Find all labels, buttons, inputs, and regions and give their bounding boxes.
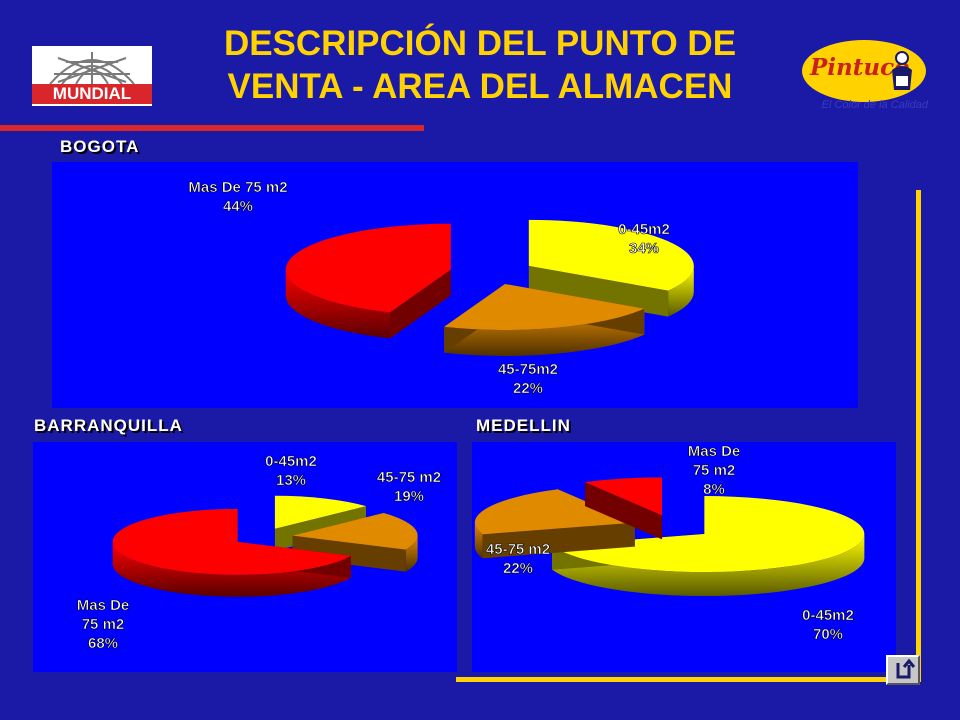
slice-label-line: 70%	[813, 626, 843, 643]
slice-label: 45-75m2 22%	[498, 361, 558, 397]
slice-label: Mas De 75 m2 44%	[188, 179, 287, 215]
pie-slice-top	[474, 489, 635, 535]
pie-slice-side	[405, 535, 418, 572]
slice-label: 45-75 m2 22%	[486, 541, 550, 577]
pie-slice-top	[274, 495, 367, 529]
pie-slice-side	[552, 534, 865, 597]
pie-slice	[584, 477, 663, 540]
slice-label-line: 45-75 m2	[377, 469, 441, 486]
bogota-label: BOGOTA	[60, 137, 140, 156]
slice-label-line: 68%	[88, 635, 118, 652]
page-title: DESCRIPCIÓN DEL PUNTO DE VENTA - AREA DE…	[160, 22, 800, 108]
slice-label-line: 0-45m2	[265, 453, 317, 470]
slice-label-line: 75 m2	[82, 616, 125, 633]
slice-label-line: 22%	[513, 380, 543, 397]
slice-label: 45-75 m2 19%	[377, 469, 441, 505]
slice-label-line: 45-75m2	[498, 361, 558, 378]
pie-slice-top	[444, 283, 645, 330]
bogota-pie-chart: 0-45m2 34% 45-75m2 22% Mas De 75 m2 44%	[188, 179, 694, 397]
slice-label: Mas De 75 m2 68%	[77, 597, 130, 652]
medellin-label: MEDELLIN	[476, 416, 571, 435]
pie-slice	[285, 223, 451, 339]
painter-mascot-icon	[892, 51, 912, 90]
title-line-1: DESCRIPCIÓN DEL PUNTO DE	[223, 24, 737, 63]
pie-slice	[444, 283, 645, 356]
red-divider-bar	[0, 125, 424, 131]
mundial-wordmark: MUNDIAL	[32, 84, 152, 104]
pie-slice-side	[668, 265, 694, 317]
pie-slice-side	[444, 308, 645, 356]
slice-label-line: 0-45m2	[802, 607, 854, 624]
pie-slice-side	[474, 522, 483, 559]
slice-label-line: 13%	[276, 472, 306, 489]
pie-slice-face	[482, 522, 635, 559]
slice-label: 0-45m2 34%	[618, 221, 670, 257]
title-line-2: VENTA - AREA DEL ALMACEN	[227, 67, 733, 106]
pintuco-logo: Pintuco El Color de la Calidad	[800, 40, 928, 112]
slice-label-line: 44%	[223, 198, 253, 215]
yellow-border-right	[916, 190, 921, 678]
pie-slice	[292, 513, 418, 572]
slice-label-line: 8%	[703, 481, 725, 498]
bogota-chart-panel: 0-45m2 34% 45-75m2 22% Mas De 75 m2 44%	[52, 162, 858, 408]
return-arrow-icon	[896, 658, 916, 679]
pie-slice-top	[552, 496, 865, 573]
slice-label: 0-45m2 70%	[802, 607, 854, 643]
slice-label: Mas De 75 m2 8%	[688, 443, 741, 498]
pie-slice-face	[292, 535, 406, 572]
pie-slice-face	[528, 265, 669, 317]
barranquilla-chart-panel: 0-45m2 13% 45-75 m2 19% Mas De 75 m2 68%	[33, 442, 457, 672]
slice-label-line: 34%	[629, 240, 659, 257]
pie-slice-top	[285, 223, 451, 313]
yellow-border-bottom	[456, 677, 921, 682]
pie-slice-top	[528, 219, 694, 291]
pie-slice	[112, 508, 351, 597]
pie-slice-top	[584, 477, 663, 516]
pie-slice	[528, 219, 694, 317]
slice-label-line: Mas De	[77, 597, 130, 614]
pie-slice	[474, 489, 635, 559]
pie-slice-top	[292, 513, 418, 550]
medellin-chart-panel: 0-45m2 70% 45-75 m2 22% Mas De 75 m2 8%	[472, 442, 896, 672]
slice-label-line: 19%	[394, 488, 424, 505]
pie-slice-top	[112, 508, 351, 575]
slice-label-line: Mas De 75 m2	[188, 179, 287, 196]
pintuco-tagline: El Color de la Calidad	[821, 99, 928, 111]
return-button[interactable]	[886, 655, 920, 685]
slice-label-line: 75 m2	[693, 462, 736, 479]
slice-label-line: 22%	[503, 560, 533, 577]
medellin-pie-chart: 0-45m2 70% 45-75 m2 22% Mas De 75 m2 8%	[474, 443, 865, 643]
barranquilla-label: BARRANQUILLA	[34, 416, 183, 435]
pie-slice-side	[285, 269, 391, 339]
slice-label-line: 0-45m2	[618, 221, 670, 238]
slice-label: 0-45m2 13%	[265, 453, 317, 489]
pie-slice-face	[584, 482, 663, 540]
barranquilla-pie-chart: 0-45m2 13% 45-75 m2 19% Mas De 75 m2 68%	[76, 453, 441, 653]
mundial-logo: MUNDIAL	[32, 46, 152, 106]
globe-icon	[49, 52, 135, 85]
slice-label-line: Mas De	[688, 443, 741, 460]
pie-slice-face	[390, 269, 451, 339]
slice-label-line: 45-75 m2	[486, 541, 550, 558]
pie-slice-side	[112, 541, 351, 597]
